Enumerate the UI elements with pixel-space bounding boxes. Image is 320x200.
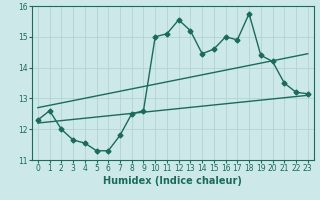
X-axis label: Humidex (Indice chaleur): Humidex (Indice chaleur) xyxy=(103,176,242,186)
